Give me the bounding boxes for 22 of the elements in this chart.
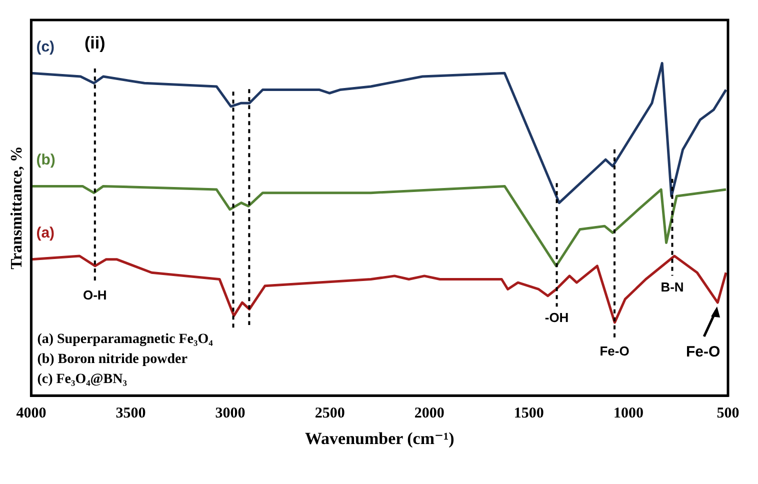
y-axis-title: Transmittance, % (8, 146, 26, 270)
annotation: (b) Boron nitride powder (37, 352, 188, 368)
x-tick-label: 2500 (314, 405, 345, 422)
x-tick-label: 1500 (514, 405, 544, 422)
x-tick-label: 3500 (116, 405, 146, 422)
ref-line-label: B-N (660, 279, 684, 294)
ref-line-label: -OH (544, 310, 569, 326)
x-tick-label: 1000 (613, 405, 644, 422)
series-label: (c) (36, 38, 55, 56)
annotation: (c) Fe₃O₄@BN₃ (37, 372, 127, 388)
x-tick-label: 500 (716, 405, 740, 422)
x-axis-title: Wavenumber (cm⁻¹) (304, 429, 454, 448)
x-tick-label: 4000 (16, 405, 46, 422)
ref-line-label: Fe-O (600, 343, 630, 358)
x-tick-label: 3000 (215, 405, 246, 422)
series-label: (b) (36, 151, 56, 168)
x-tick-label: 2000 (414, 405, 444, 422)
series-label: (a) (36, 224, 55, 242)
annotation: Fe-O (686, 344, 720, 361)
text: (ii) (84, 34, 106, 53)
ref-line-label: O-H (82, 287, 107, 302)
annotation: (a) Superparamagnetic Fe₃O₄ (37, 332, 214, 348)
